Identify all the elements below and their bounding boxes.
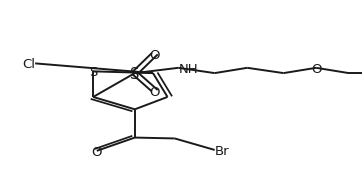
Text: S: S <box>89 66 97 79</box>
Text: O: O <box>150 86 160 99</box>
Text: Br: Br <box>215 145 229 158</box>
Text: NH: NH <box>178 63 198 76</box>
Text: O: O <box>311 63 321 76</box>
Text: O: O <box>150 49 160 62</box>
Text: O: O <box>91 146 102 159</box>
Text: Cl: Cl <box>22 58 35 71</box>
Text: S: S <box>130 67 139 82</box>
